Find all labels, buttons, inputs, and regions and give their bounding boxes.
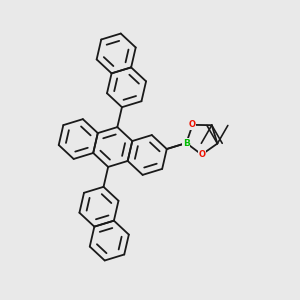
Text: O: O: [198, 150, 205, 159]
Text: B: B: [183, 139, 190, 148]
Text: O: O: [189, 120, 196, 129]
